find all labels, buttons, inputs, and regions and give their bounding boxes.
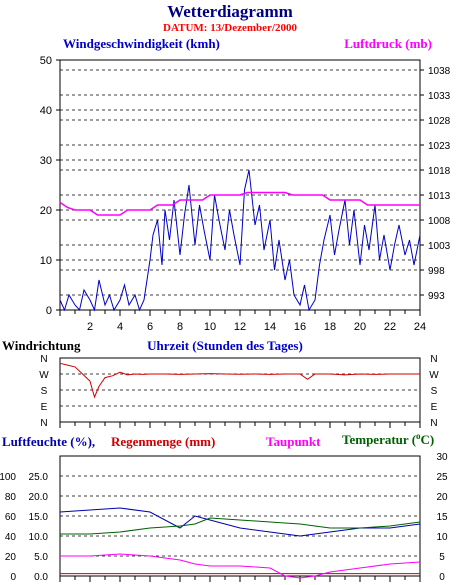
temperature-line [60,517,421,535]
rain-label: Regenmenge (mm) [111,434,215,449]
wind-direction-series [59,362,420,399]
temperature-label-group: Temperatur (oC) [342,431,434,447]
temperature-tick-label: 0 [439,572,445,583]
hour-ticks: 2 4 6 8 10 12 14 16 18 20 22 24 [59,310,426,582]
wind-speed-tick-label: 50 [40,55,52,67]
humidity-tick-label: 20 [5,552,17,563]
rain-tick-label: 25.0 [29,472,49,483]
humidity-tick-label: 100 [0,472,16,483]
chart-subtitle: DATUM: 13/Dezember/2000 [163,22,297,34]
dewpoint-line [60,553,421,579]
direction-tick-label-right: N [430,354,437,365]
pressure-tick-label: 1038 [428,66,451,77]
temperature-tick-label: 5 [439,552,445,563]
temperature-unit: C) [421,432,435,447]
humidity-tick-label: 80 [5,492,17,503]
humidity-frame [59,455,421,577]
humidity-rain-temp-ticks: 30 25 20 15 10 5 0 100 80 60 40 20 0 25.0 20.0 15.0 10.0… [0,452,448,583]
hour-tick-label: 12 [234,321,246,333]
wind-direction-line [59,362,420,399]
hour-tick-label: 24 [414,321,426,333]
wind-speed-tick-label: 30 [40,155,52,167]
pressure-tick-label: 1018 [428,166,451,177]
wind-speed-ticks: 0 10 20 30 40 50 [40,55,60,317]
wind-direction-grid [60,373,420,407]
hour-tick-label: 18 [324,321,336,333]
wind-pressure-series [59,169,421,312]
direction-tick-label-right: N [430,418,437,429]
rain-tick-label: 0.0 [34,572,48,583]
temperature-tick-label: 25 [436,472,448,483]
rain-tick-label: 15.0 [29,512,49,523]
wind-speed-line [59,169,421,312]
wind-speed-tick-label: 10 [40,255,52,267]
pressure-tick-label: 1028 [428,116,451,127]
direction-tick-label-right: E [431,402,438,413]
hour-tick-label: 2 [87,321,93,333]
humidity-grid [60,475,420,557]
pressure-tick-label: 1008 [428,216,451,227]
temperature-tick-label: 20 [436,492,448,503]
temperature-degree: o [416,431,421,441]
hour-tick-label: 14 [264,321,276,333]
pressure-ticks: 993 998 1003 1008 1013 1018 1023 1028 1033 1038 [420,66,451,302]
rain-tick-label: 10.0 [29,532,49,543]
direction-tick-label-left: W [39,370,49,381]
pressure-line [59,191,420,216]
direction-ticks: N NW WS SE EN N [39,354,439,429]
wind-direction-label: Windrichtung [2,338,81,353]
pressure-tick-label: 1003 [428,241,451,252]
hour-tick-label: 20 [354,321,366,333]
wind-speed-tick-label: 40 [40,105,52,117]
pressure-tick-label: 998 [428,266,445,277]
pressure-tick-label: 1013 [428,191,451,202]
pressure-tick-label: 1023 [428,141,451,152]
hour-tick-label: 16 [294,321,306,333]
humidity-tick-label: 0 [10,572,16,583]
hour-tick-label: 8 [177,321,183,333]
temperature-tick-label: 10 [436,532,448,543]
direction-tick-label-left: S [41,386,48,397]
chart-title: Wetterdiagramm [167,2,293,21]
direction-tick-label-right: W [429,370,439,381]
wind-speed-axis-label: Windgeschwindigkeit (kmh) [63,36,220,51]
wind-speed-tick-label: 0 [46,305,52,317]
wind-direction-frame [59,357,421,423]
direction-tick-label-left: N [40,418,47,429]
wind-speed-tick-label: 20 [40,205,52,217]
direction-tick-label-right: S [431,386,438,397]
humidity-line [59,507,421,537]
wind-pressure-frame [59,59,421,311]
direction-tick-label-left: N [40,354,47,365]
hour-tick-label: 6 [147,321,153,333]
hour-tick-label: 4 [117,321,123,333]
humidity-rain-dew-temp-series [59,507,421,579]
temperature-label: Temperatur ( [342,432,416,447]
pressure-tick-label: 1033 [428,91,451,102]
pressure-axis-label: Luftdruck (mb) [344,36,432,51]
direction-tick-label-left: E [41,402,48,413]
dewpoint-label: Taupunkt [266,434,321,449]
hour-axis-label: Uhrzeit (Stunden des Tages) [147,338,303,353]
rain-tick-label: 20.0 [29,492,49,503]
hour-tick-label: 22 [384,321,396,333]
pressure-tick-label: 993 [428,291,445,302]
humidity-tick-label: 60 [5,512,17,523]
temperature-tick-label: 30 [436,452,448,463]
hour-tick-label: 10 [204,321,216,333]
humidity-label: Luftfeuchte (%), [2,434,95,449]
rain-tick-label: 5.0 [34,552,48,563]
humidity-tick-label: 40 [5,532,17,543]
temperature-tick-label: 15 [436,512,448,523]
